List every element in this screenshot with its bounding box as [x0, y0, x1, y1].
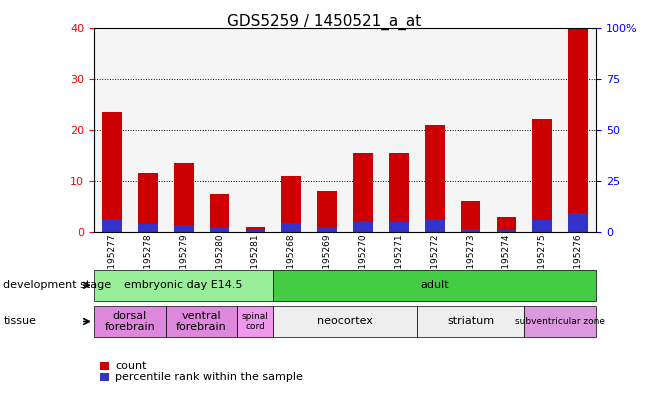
- Bar: [174, 225, 194, 232]
- Text: neocortex: neocortex: [317, 316, 373, 327]
- Text: tissue: tissue: [3, 316, 36, 327]
- Bar: [568, 28, 588, 232]
- Bar: [461, 201, 480, 232]
- Bar: [568, 213, 588, 232]
- Bar: [174, 163, 194, 232]
- Text: striatum: striatum: [447, 316, 494, 327]
- Bar: [353, 220, 373, 232]
- Text: count: count: [115, 361, 147, 371]
- Bar: [210, 227, 229, 232]
- Bar: [138, 224, 157, 232]
- Bar: [496, 230, 516, 232]
- Bar: [533, 119, 552, 232]
- Bar: [246, 230, 265, 232]
- Bar: [318, 191, 337, 232]
- Bar: [425, 219, 445, 232]
- Text: dorsal
forebrain: dorsal forebrain: [104, 311, 156, 332]
- Text: adult: adult: [421, 280, 449, 290]
- Bar: [461, 229, 480, 232]
- Bar: [281, 223, 301, 232]
- Bar: [281, 176, 301, 232]
- Text: spinal
cord: spinal cord: [242, 312, 269, 331]
- Bar: [246, 227, 265, 232]
- Bar: [425, 125, 445, 232]
- Bar: [318, 227, 337, 232]
- Bar: [138, 173, 157, 232]
- Text: embryonic day E14.5: embryonic day E14.5: [124, 280, 243, 290]
- Bar: [102, 112, 122, 232]
- Bar: [389, 152, 409, 232]
- Text: ventral
forebrain: ventral forebrain: [176, 311, 227, 332]
- Bar: [389, 222, 409, 232]
- Text: GDS5259 / 1450521_a_at: GDS5259 / 1450521_a_at: [227, 14, 421, 30]
- Bar: [210, 193, 229, 232]
- Bar: [496, 217, 516, 232]
- Text: subventricular zone: subventricular zone: [515, 317, 605, 326]
- Text: percentile rank within the sample: percentile rank within the sample: [115, 372, 303, 382]
- Text: development stage: development stage: [3, 280, 111, 290]
- Bar: [102, 219, 122, 232]
- Bar: [533, 220, 552, 232]
- Bar: [353, 152, 373, 232]
